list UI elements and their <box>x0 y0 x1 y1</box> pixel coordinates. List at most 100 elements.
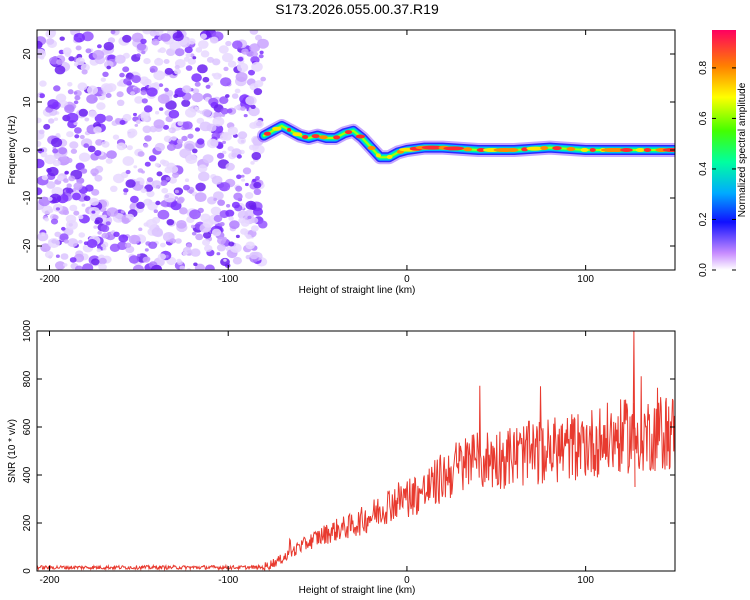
ridge-hotspot <box>521 147 529 152</box>
noise-blob <box>114 54 126 64</box>
noise-blob <box>75 265 83 270</box>
noise-blob <box>95 139 104 146</box>
noise-blob <box>175 238 182 244</box>
noise-blob <box>245 182 249 187</box>
noise-blob <box>38 129 45 135</box>
noise-blob <box>73 32 86 43</box>
noise-blob <box>149 30 158 37</box>
ridge-hotspot <box>552 146 562 151</box>
noise-blob <box>128 234 141 245</box>
noise-blob <box>177 121 184 126</box>
snr-y-tick-label: 1000 <box>22 319 33 342</box>
noise-blob <box>113 231 120 237</box>
noise-blob <box>56 175 64 182</box>
noise-blob <box>52 159 61 167</box>
noise-blob <box>166 219 175 226</box>
noise-blob <box>231 201 240 209</box>
noise-blob <box>85 48 92 54</box>
noise-blob <box>96 102 106 110</box>
noise-blob <box>83 143 89 148</box>
noise-blob <box>102 71 109 78</box>
noise-blob <box>75 57 85 66</box>
noise-blob <box>153 70 166 81</box>
noise-blob <box>155 110 160 115</box>
chart-title: S173.2026.055.00.37.R19 <box>275 1 439 17</box>
noise-blob <box>163 192 176 203</box>
noise-blob <box>211 228 222 237</box>
noise-blob <box>217 236 226 245</box>
noise-blob <box>192 88 200 94</box>
noise-blob <box>154 58 164 66</box>
noise-blob <box>186 243 193 249</box>
noise-blob <box>53 85 61 92</box>
noise-blob <box>168 109 180 119</box>
ridge-hotspot <box>421 145 445 150</box>
noise-blob <box>123 78 132 85</box>
snr-x-axis-label: Height of straight line (km) <box>299 585 416 596</box>
noise-blob <box>172 172 179 179</box>
noise-blob <box>106 150 117 160</box>
noise-blob <box>143 58 151 65</box>
noise-blob <box>193 262 198 267</box>
noise-blob <box>60 253 69 260</box>
noise-blob <box>197 64 208 74</box>
noise-blob <box>136 53 141 58</box>
snr-x-tick-label: 0 <box>404 575 410 586</box>
noise-blob <box>237 137 246 145</box>
noise-blob <box>205 264 215 270</box>
spectrogram-y-tick-label: 10 <box>22 96 33 108</box>
noise-blob <box>149 65 158 73</box>
noise-blob <box>133 112 137 117</box>
noise-blob <box>197 164 208 173</box>
noise-blob <box>182 251 188 256</box>
noise-blob <box>231 152 238 158</box>
noise-blob <box>174 196 179 200</box>
noise-blob <box>135 119 141 124</box>
noise-blob <box>134 123 139 127</box>
noise-blob <box>237 56 244 62</box>
noise-blob <box>67 238 79 248</box>
noise-blob <box>68 56 75 62</box>
noise-blob <box>105 115 113 122</box>
noise-blob <box>203 231 212 239</box>
noise-blob <box>142 256 150 263</box>
colorbar-tick-label: 0.0 <box>698 263 709 277</box>
noise-blob <box>95 217 103 224</box>
noise-blob <box>250 55 260 64</box>
noise-blob <box>238 217 246 224</box>
noise-blob <box>247 215 252 220</box>
noise-blob <box>151 227 163 237</box>
noise-blob <box>195 182 206 192</box>
noise-blob <box>92 49 105 60</box>
noise-blob <box>245 241 255 250</box>
noise-blob <box>164 166 173 174</box>
noise-blob <box>126 145 133 151</box>
noise-blob <box>84 117 90 122</box>
spectrogram-ridge <box>257 119 675 165</box>
ridge-hotspot <box>292 132 303 137</box>
noise-blob <box>184 178 190 182</box>
noise-blob <box>78 239 83 244</box>
noise-blob <box>216 116 222 121</box>
noise-blob <box>39 80 47 87</box>
noise-blob <box>184 46 193 54</box>
noise-blob <box>255 176 260 180</box>
noise-blob <box>190 224 196 229</box>
noise-blob <box>96 248 102 253</box>
snr-y-axis-label: SNR (10 * v/v) <box>7 419 18 483</box>
noise-blob <box>182 121 193 130</box>
noise-blob <box>73 91 78 95</box>
noise-blob <box>221 150 227 155</box>
noise-blob <box>206 56 215 63</box>
noise-blob <box>219 222 225 227</box>
noise-blob <box>122 113 132 122</box>
snr-series-line <box>37 376 675 571</box>
noise-blob <box>146 177 154 183</box>
noise-blob <box>176 139 183 145</box>
spectrogram-x-tick-label: 100 <box>577 274 594 285</box>
noise-blob <box>74 95 81 101</box>
colorbar-ticks: 0.0 0.2 0.4 0.6 0.8 <box>698 61 736 277</box>
noise-blob <box>48 208 54 213</box>
snr-y-tick-label: 400 <box>22 466 33 483</box>
noise-blob <box>37 140 42 147</box>
